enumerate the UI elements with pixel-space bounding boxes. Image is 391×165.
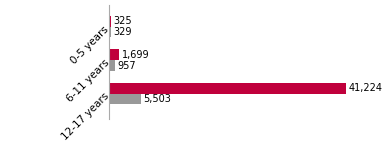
Bar	[109, 16, 111, 27]
Text: 5,503: 5,503	[143, 94, 171, 104]
Bar	[109, 83, 346, 94]
Text: 957: 957	[117, 61, 136, 71]
Bar	[109, 94, 141, 104]
Bar	[109, 27, 111, 37]
Text: 41,224: 41,224	[348, 83, 382, 93]
Text: 329: 329	[114, 27, 132, 37]
Bar	[109, 50, 119, 60]
Bar	[109, 60, 115, 71]
Text: 325: 325	[114, 16, 132, 26]
Text: 1,699: 1,699	[122, 50, 149, 60]
